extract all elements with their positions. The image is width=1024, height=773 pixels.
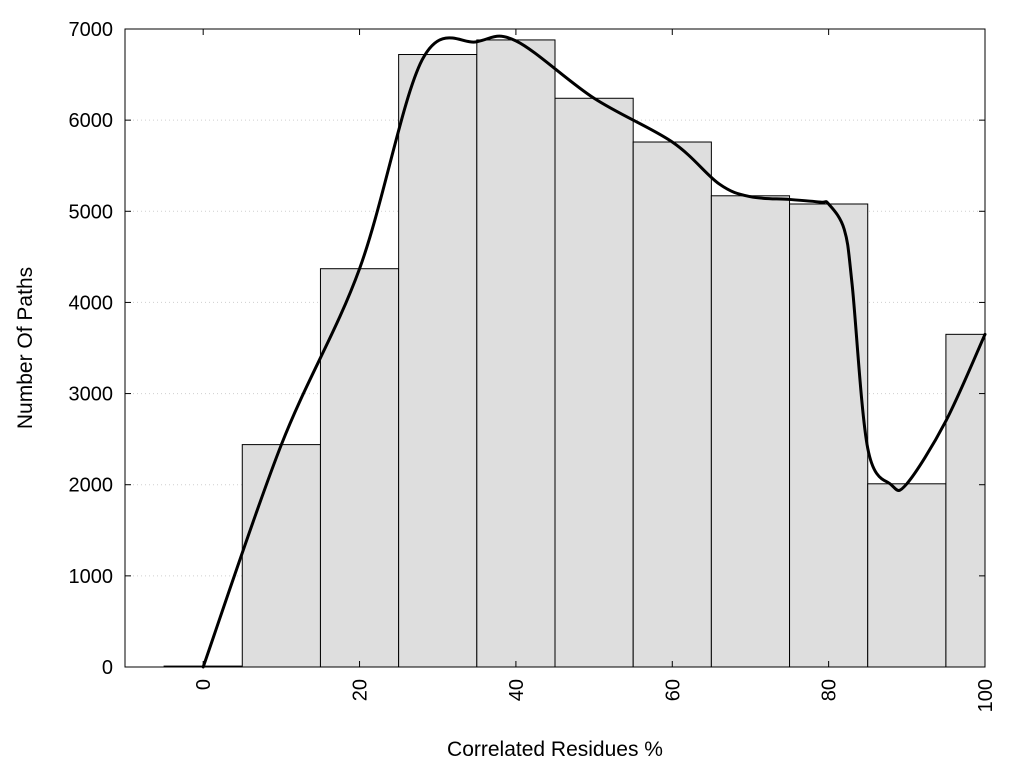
x-tick-label-100: 100: [975, 679, 997, 712]
x-axis-title: Correlated Residues %: [447, 738, 663, 761]
bar-20: [319, 268, 400, 668]
bar-90: [867, 483, 947, 668]
bar-10: [241, 444, 321, 668]
bar-100: [945, 333, 986, 668]
y-tick-label-4000: 4000: [69, 292, 114, 314]
y-axis-title: Number Of Paths: [14, 267, 37, 429]
x-tick-label-80: 80: [819, 679, 841, 701]
x-tick-label-0: 0: [193, 679, 215, 690]
bars-layer: [163, 39, 986, 668]
y-tick-label-0: 0: [102, 657, 113, 679]
y-tick-label-5000: 5000: [69, 201, 114, 223]
y-tick-label-3000: 3000: [69, 384, 114, 406]
bar-70: [710, 195, 791, 668]
x-tick-label-20: 20: [350, 679, 372, 701]
bar-50: [554, 97, 634, 668]
bar-80: [789, 203, 869, 668]
curve-layer: [201, 34, 987, 669]
trend-curve: [201, 34, 987, 669]
bar-60: [632, 141, 712, 668]
y-tick-label-2000: 2000: [69, 475, 114, 497]
y-tick-label-6000: 6000: [69, 110, 114, 132]
bar-40: [476, 39, 556, 668]
bar-30: [398, 54, 478, 668]
plot-frame: [124, 28, 986, 668]
x-tick-label-40: 40: [506, 679, 528, 701]
x-tick-label-60: 60: [662, 679, 684, 701]
y-tick-label-1000: 1000: [69, 566, 114, 588]
axes-layer: 0 1000 2000 3000 4000 5000 6000 7000 0 20 40 60 80 10…: [69, 19, 998, 712]
y-tick-label-7000: 7000: [69, 19, 114, 41]
